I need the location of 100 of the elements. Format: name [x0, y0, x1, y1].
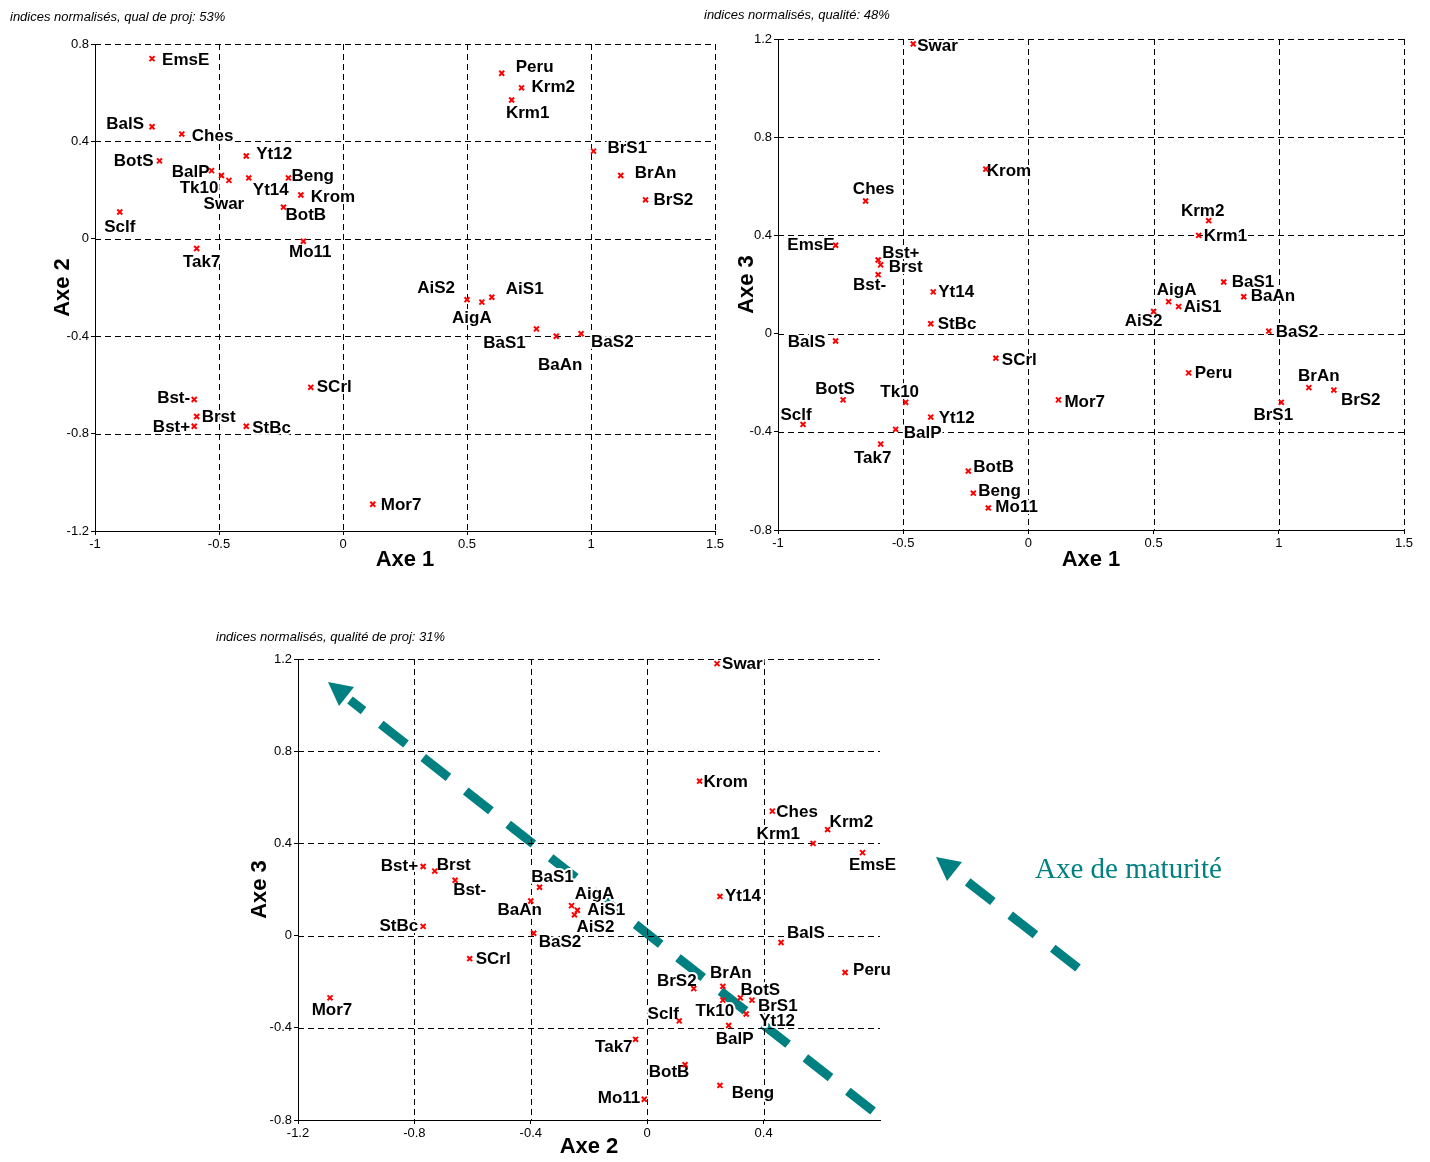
y-tick-label: 0 — [764, 325, 772, 341]
y-axis-title: Axe 3 — [733, 255, 759, 314]
annotation: Yt14 — [724, 886, 762, 906]
annotation: BrS2 — [1340, 389, 1381, 409]
point — [877, 440, 885, 448]
y-tick-label: 1.2 — [273, 650, 292, 666]
annotation: StBc — [937, 314, 977, 334]
annotation: AiS2 — [417, 278, 455, 298]
point — [242, 152, 250, 160]
x-tick-label: 0 — [643, 1125, 651, 1141]
x-tick-label: -0.5 — [207, 536, 231, 552]
y-tick-label: 0.8 — [753, 128, 772, 144]
annotation: StBc — [252, 417, 292, 437]
annotation: Brst — [436, 854, 472, 874]
annotation: BrS2 — [653, 189, 694, 209]
x-axis-title: Axe 2 — [559, 1132, 619, 1158]
point — [431, 867, 439, 875]
annotation: Beng — [291, 165, 334, 185]
annotation: BrAn — [710, 963, 752, 982]
x-tick-label: 0.5 — [457, 536, 477, 552]
annotation: Bst+ — [380, 856, 419, 876]
y-tick-label: 0.4 — [70, 132, 89, 148]
annotation: AiS1 — [505, 278, 544, 298]
y-axis-title: Axe 2 — [49, 258, 75, 317]
point — [326, 994, 334, 1002]
point — [297, 191, 305, 199]
point — [1330, 386, 1338, 394]
annotation: BrAn — [1298, 366, 1340, 386]
annotation: Mor7 — [1064, 391, 1106, 411]
y-tick-label: -0.8 — [749, 521, 772, 537]
x-tick-label: -1 — [772, 535, 784, 551]
x-tick-label: -1.2 — [286, 1125, 310, 1141]
y-tick-label: 0 — [81, 230, 89, 246]
y-tick-label: 0.8 — [273, 742, 292, 758]
annotation: EmsE — [162, 50, 210, 70]
point — [1220, 278, 1228, 286]
point — [1265, 327, 1273, 335]
y-tick-label: 0 — [284, 927, 292, 943]
annotation: Yt14 — [938, 281, 975, 301]
point — [862, 197, 870, 205]
annotation: Swar — [722, 654, 764, 674]
y-tick-label: -1.2 — [66, 522, 89, 538]
chart-title: indices normalisés, qual de proj: 53% — [10, 9, 226, 24]
y-tick-label: 1.2 — [753, 30, 772, 46]
y-tick-label: 0.8 — [70, 35, 89, 51]
annotation: Tak7 — [853, 447, 892, 467]
annotation: SCrl — [316, 377, 352, 397]
x-axis-title: Axe 1 — [1061, 545, 1121, 571]
y-tick-label: -0.8 — [269, 1111, 292, 1127]
annotation: Swar — [917, 35, 959, 55]
annotation: Beng — [731, 1083, 775, 1103]
point — [964, 467, 972, 475]
annotation: Krom — [310, 186, 356, 206]
annotation: BrAn — [634, 163, 677, 183]
y-tick-label: -0.4 — [66, 327, 89, 343]
annotation: BalS — [106, 114, 145, 134]
annotation: AigA — [452, 307, 492, 327]
annotation: Tk10 — [695, 1000, 735, 1020]
annotation: BaAn — [497, 899, 542, 919]
point — [148, 123, 156, 131]
annotation: Tk10 — [880, 382, 920, 402]
annotation: BotS — [815, 378, 855, 398]
annotation: BotB — [973, 456, 1014, 476]
annotation: EmsE — [787, 234, 835, 254]
x-tick-label: 1 — [1275, 535, 1283, 551]
annotation: SCrl — [1001, 349, 1037, 369]
annotation: Brst — [201, 407, 237, 427]
annotation: Mo11 — [597, 1087, 641, 1107]
annotation: Krm1 — [1203, 226, 1248, 246]
annotation: Bst- — [853, 275, 887, 295]
annotation: Krm1 — [505, 102, 550, 122]
annotation: Ches — [191, 125, 234, 145]
annotation: Ches — [852, 178, 895, 198]
annotation: BrS1 — [1253, 405, 1294, 425]
x-tick-label: 1.5 — [1394, 535, 1414, 551]
x-tick-label: 1.5 — [705, 536, 725, 552]
annotation: BotB — [285, 204, 327, 224]
annotation: BalS — [787, 331, 826, 351]
x-tick-label: 0 — [1024, 535, 1033, 551]
annotation: BalP — [715, 1029, 754, 1049]
annotation: Yt12 — [256, 143, 293, 163]
point — [116, 208, 124, 216]
annotation: BaS1 — [483, 332, 526, 352]
annotation: Sclf — [780, 405, 812, 425]
point — [909, 40, 917, 48]
annotation: Mo11 — [289, 241, 332, 261]
annotation: Peru — [1194, 362, 1233, 382]
annotation: BaAn — [538, 354, 583, 374]
annotation: StBc — [379, 916, 419, 936]
annotation: Krm2 — [1180, 201, 1225, 221]
x-tick-label: 0 — [339, 536, 347, 552]
y-tick-label: 0.4 — [273, 834, 292, 850]
x-axis-title: Axe 1 — [375, 545, 435, 571]
annotation: Krm1 — [756, 824, 801, 844]
annotation: Tak7 — [182, 252, 221, 272]
y-tick-label: -0.4 — [749, 423, 772, 439]
x-tick-label: -0.4 — [519, 1125, 542, 1141]
annotation: Bst- — [157, 388, 191, 408]
annotation: Bst- — [453, 879, 487, 899]
annotation: BotB — [648, 1062, 690, 1082]
